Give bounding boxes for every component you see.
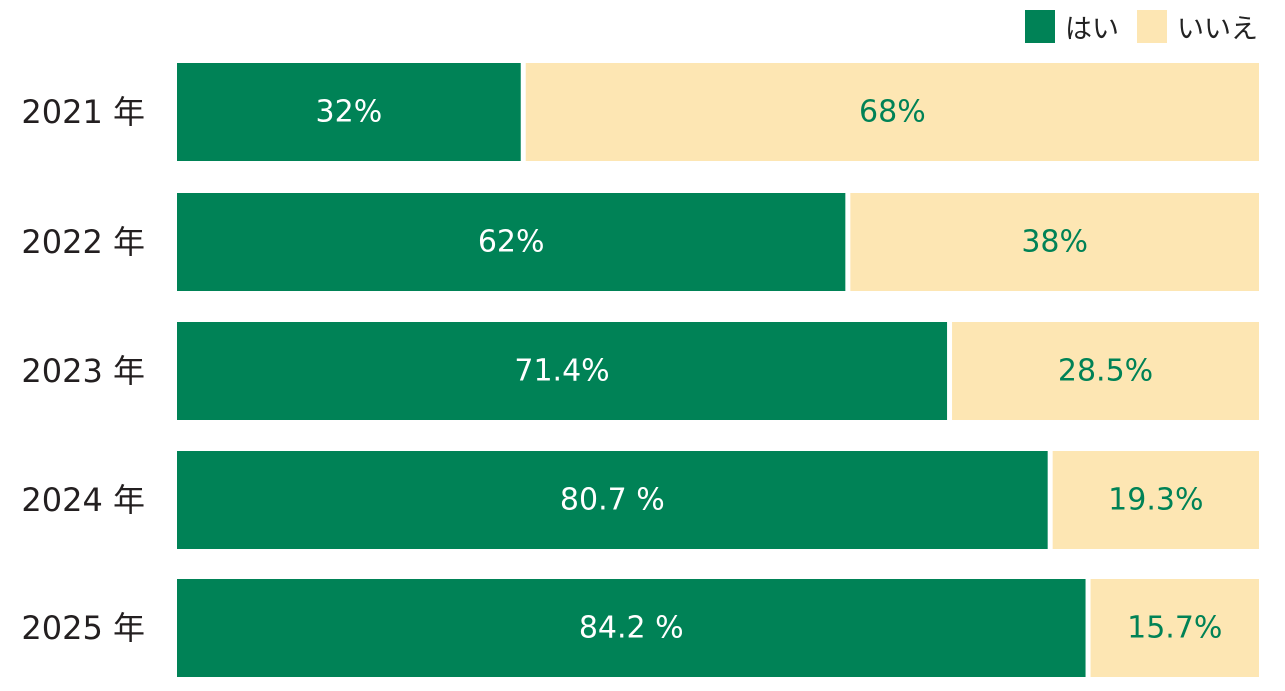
- category-label: 2025 年: [21, 609, 145, 647]
- data-label-no: 15.7%: [1127, 611, 1222, 646]
- bar-no: [1052, 451, 1259, 549]
- bar-yes: [177, 451, 1048, 549]
- data-label-yes: 71.4%: [514, 354, 609, 389]
- legend-label-yes: はい: [1065, 13, 1119, 45]
- bar-no: [952, 322, 1259, 420]
- data-label-yes: 62%: [478, 225, 545, 260]
- data-label-yes: 80.7 %: [560, 483, 665, 518]
- category-label: 2021 年: [21, 93, 145, 131]
- data-label-no: 19.3%: [1108, 483, 1203, 518]
- legend-item-yes: はい: [1025, 7, 1119, 46]
- category-label: 2022 年: [21, 223, 145, 261]
- category-label: 2024 年: [21, 481, 145, 519]
- data-label-no: 28.5%: [1058, 354, 1153, 389]
- bar-yes: [177, 193, 846, 291]
- data-label-yes: 32%: [316, 95, 383, 130]
- data-label-no: 68%: [859, 95, 926, 130]
- legend-swatch-yes: [1025, 9, 1055, 43]
- bar-yes: [177, 63, 521, 161]
- category-label: 2023 年: [21, 352, 145, 390]
- data-label-no: 38%: [1021, 225, 1088, 260]
- bar-no: [525, 63, 1259, 161]
- bar-yes: [177, 579, 1086, 677]
- bar-no: [850, 193, 1259, 291]
- chart-legend: はい いいえ: [1025, 7, 1258, 46]
- legend-label-no: いいえ: [1177, 13, 1258, 45]
- legend-item-no: いいえ: [1137, 7, 1258, 46]
- legend-swatch-no: [1137, 9, 1167, 43]
- data-label-yes: 84.2 %: [579, 611, 684, 646]
- bar-yes: [177, 322, 948, 420]
- bar-no: [1090, 579, 1259, 677]
